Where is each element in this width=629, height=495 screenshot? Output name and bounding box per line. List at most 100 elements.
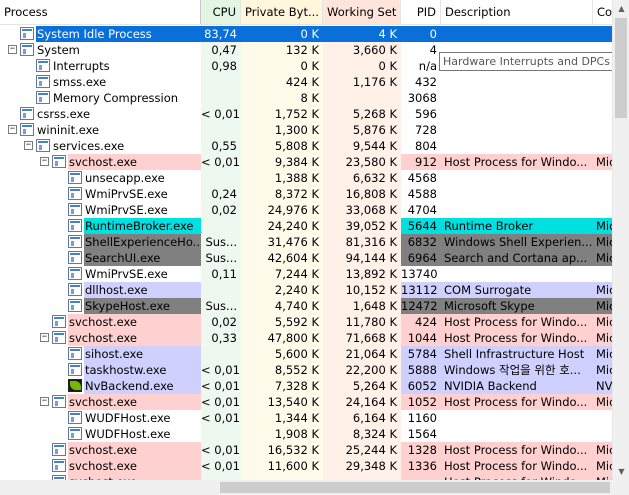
company-cell (593, 202, 612, 218)
process-name-cell[interactable]: ShellExperienceHo... (0, 234, 201, 250)
process-row[interactable]: WUDFHost.exe < 0,01 1,344 K 6,164 K 1160 (0, 410, 612, 426)
process-name-cell[interactable]: dllhost.exe (0, 282, 201, 298)
column-header-private-bytes[interactable]: Private Byt... (241, 0, 323, 24)
column-header-pid[interactable]: PID (401, 0, 441, 24)
process-row[interactable]: unsecapp.exe 1,388 K 6,632 K 4568 (0, 170, 612, 186)
process-row[interactable]: − System 0,47 132 K 3,660 K 4 (0, 42, 612, 58)
private-bytes-cell: 24,976 K (241, 202, 323, 218)
process-row[interactable]: − svchost.exe 0,33 47,800 K 71,668 K 1044 Host… (0, 330, 612, 346)
process-row[interactable]: WUDFHost.exe 1,908 K 8,324 K 1564 (0, 426, 612, 442)
vertical-scroll-thumb[interactable] (615, 18, 627, 118)
app-icon (68, 171, 82, 184)
process-row[interactable]: svchost.exe < 0,01 16,532 K 25,244 K 1328 Hos… (0, 442, 612, 458)
process-row[interactable]: SearchUI.exe Sus... 42,604 K 94,144 K 6964 Se… (0, 250, 612, 266)
process-name-cell[interactable]: svchost.exe (0, 458, 201, 474)
process-name-cell[interactable]: NvBackend.exe (0, 378, 201, 394)
process-name-cell[interactable]: svchost.exe (0, 442, 201, 458)
company-cell: Mic (593, 154, 612, 170)
tree-expander-icon[interactable]: − (40, 332, 49, 342)
process-name-cell[interactable]: Interrupts (0, 58, 201, 74)
private-bytes-cell: 16,532 K (241, 442, 323, 458)
column-header-cpu[interactable]: CPU (201, 0, 241, 24)
tree-expander-icon[interactable]: − (8, 124, 17, 134)
column-header-company[interactable]: Co (597, 5, 612, 19)
column-header-working-set[interactable]: Working Set (323, 0, 401, 24)
process-row[interactable]: NvBackend.exe < 0,01 7,328 K 5,264 K 6052 NVI… (0, 378, 612, 394)
process-name-cell[interactable]: sihost.exe (0, 346, 201, 362)
process-row[interactable]: svchost.exe Host Process for Windo...Mic (0, 474, 612, 480)
process-row[interactable]: RuntimeBroker.exe 24,240 K 39,052 K 5644 Run… (0, 218, 612, 234)
process-name-cell[interactable]: svchost.exe (0, 314, 201, 330)
process-row[interactable]: WmiPrvSE.exe 0,24 8,372 K 16,808 K 4588 (0, 186, 612, 202)
process-name-label: smss.exe (53, 75, 107, 89)
process-name-cell[interactable]: WmiPrvSE.exe (0, 266, 201, 282)
app-icon (20, 43, 34, 56)
process-row[interactable]: SkypeHost.exe Sus... 4,740 K 1,648 K 12472 Mi… (0, 298, 612, 314)
process-row[interactable]: − svchost.exe < 0,01 13,540 K 24,164 K 1052 Ho… (0, 394, 612, 410)
process-row[interactable]: WmiPrvSE.exe 0,02 24,976 K 33,068 K 4704 (0, 202, 612, 218)
process-row[interactable]: − services.exe 0,55 5,808 K 9,544 K 804 (0, 138, 612, 154)
vertical-scrollbar[interactable]: ▲ ▼ (612, 0, 629, 480)
pid-cell: 1328 (401, 442, 441, 458)
process-name-cell[interactable]: unsecapp.exe (0, 170, 201, 186)
process-row[interactable]: dllhost.exe 2,240 K 10,152 K 13112 COM Surro… (0, 282, 612, 298)
private-bytes-cell: 42,604 K (241, 250, 323, 266)
app-icon (68, 283, 82, 296)
process-name-cell[interactable]: WUDFHost.exe (0, 410, 201, 426)
process-name-cell[interactable]: WUDFHost.exe (0, 426, 201, 442)
process-name-cell[interactable]: − wininit.exe (0, 122, 201, 138)
company-cell: Mic (593, 474, 612, 480)
process-row[interactable]: Memory Compression 8 K 3068 (0, 90, 612, 106)
process-name-cell[interactable]: − services.exe (0, 138, 201, 154)
process-row[interactable]: csrss.exe < 0,01 1,752 K 5,268 K 596 (0, 106, 612, 122)
process-name-label: WmiPrvSE.exe (85, 267, 168, 281)
process-row[interactable]: ShellExperienceHo... Sus... 31,476 K 81,316… (0, 234, 612, 250)
process-row[interactable]: − svchost.exe < 0,01 9,384 K 23,580 K 912 Host… (0, 154, 612, 170)
process-name-cell[interactable]: Memory Compression (0, 90, 201, 106)
process-row[interactable]: sihost.exe 5,600 K 21,064 K 5784 Shell Infra… (0, 346, 612, 362)
horizontal-scroll-thumb[interactable] (220, 482, 610, 493)
working-set-cell: 5,264 K (323, 378, 401, 394)
working-set-cell: 0 K (323, 58, 401, 74)
description-cell: Shell Infrastructure Host (441, 346, 593, 362)
tree-expander-icon[interactable]: − (8, 44, 17, 54)
process-row[interactable]: svchost.exe < 0,01 11,600 K 29,348 K 1336 Hos… (0, 458, 612, 474)
process-name-cell[interactable]: − svchost.exe (0, 394, 201, 410)
scroll-down-arrow-icon[interactable]: ▼ (618, 467, 625, 476)
process-name-cell[interactable]: − System (0, 42, 201, 58)
process-name-cell[interactable]: csrss.exe (0, 106, 201, 122)
process-name-cell[interactable]: − svchost.exe (0, 330, 201, 346)
scroll-up-arrow-icon[interactable]: ▲ (618, 4, 625, 13)
process-name-cell[interactable]: WmiPrvSE.exe (0, 202, 201, 218)
column-header-description[interactable]: Description (441, 0, 593, 24)
tree-expander-icon[interactable]: − (24, 140, 33, 150)
app-icon (68, 427, 82, 440)
column-header-process[interactable]: Process (0, 0, 201, 24)
working-set-cell: 16,808 K (323, 186, 401, 202)
process-name-label: services.exe (53, 139, 125, 153)
process-name-cell[interactable]: SearchUI.exe (0, 250, 201, 266)
tree-expander-icon[interactable]: − (40, 396, 49, 406)
process-row[interactable]: svchost.exe 0,02 5,592 K 11,780 K 424 Host Pr… (0, 314, 612, 330)
description-cell: Host Process for Windo... (441, 474, 593, 480)
process-name-cell[interactable]: WmiPrvSE.exe (0, 186, 201, 202)
process-name-cell[interactable]: − svchost.exe (0, 154, 201, 170)
process-row[interactable]: smss.exe 424 K 1,176 K 432 (0, 74, 612, 90)
process-row[interactable]: taskhostw.exe < 0,01 8,552 K 22,200 K 5888 Wi… (0, 362, 612, 378)
tree-expander-icon[interactable]: − (40, 156, 49, 166)
process-name-cell[interactable]: System Idle Process (0, 26, 201, 42)
working-set-cell: 71,668 K (323, 330, 401, 346)
process-name-cell[interactable]: svchost.exe (0, 474, 201, 480)
process-name-cell[interactable]: taskhostw.exe (0, 362, 201, 378)
app-icon (68, 299, 82, 312)
process-name-cell[interactable]: smss.exe (0, 74, 201, 90)
process-name-cell[interactable]: RuntimeBroker.exe (0, 218, 201, 234)
horizontal-scrollbar[interactable] (0, 480, 612, 495)
process-row[interactable]: WmiPrvSE.exe 0,11 7,244 K 13,892 K 13740 (0, 266, 612, 282)
app-icon (20, 107, 34, 120)
process-name-cell[interactable]: SkypeHost.exe (0, 298, 201, 314)
process-row[interactable]: − wininit.exe 1,300 K 5,876 K 728 (0, 122, 612, 138)
